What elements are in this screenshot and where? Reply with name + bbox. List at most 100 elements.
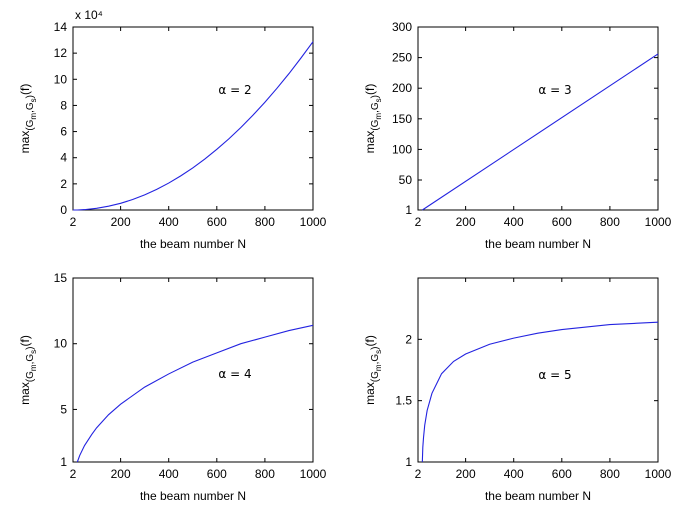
y-tick-label: 1.5 <box>395 394 412 408</box>
series-line <box>76 324 314 463</box>
y-tick-label: 250 <box>392 51 412 65</box>
x-tick-label: 200 <box>456 215 476 229</box>
y-tick-label: 10 <box>54 72 68 86</box>
y-axis-label-part: ) <box>370 95 381 98</box>
y-axis-label: max(Gm,Gs)(f) <box>363 84 383 154</box>
y-tick-label: 50 <box>399 173 413 187</box>
x-tick-label: 2 <box>70 215 77 229</box>
y-tick-label: 150 <box>392 112 412 126</box>
x-axis-label: the beam number N <box>485 489 591 503</box>
x-tick-label: 200 <box>111 467 131 481</box>
y-tick-label: 5 <box>60 402 67 416</box>
x-tick-label: 800 <box>255 215 275 229</box>
y-tick-label: 8 <box>60 98 67 112</box>
y-tick-label: 14 <box>54 20 68 34</box>
y-axis-label-part: (f) <box>18 335 32 346</box>
x-axis-label: the beam number N <box>140 489 246 503</box>
y-axis-label-part: max <box>18 131 32 154</box>
series-line <box>73 41 314 211</box>
plot-frame <box>417 26 659 211</box>
x-tick-label: 600 <box>207 467 227 481</box>
y-axis-label-part: max <box>18 382 32 405</box>
y-tick-label: 100 <box>392 142 412 156</box>
y-axis-label-part: max <box>363 131 377 154</box>
x-tick-label: 400 <box>159 215 179 229</box>
y-axis-label-part: (f) <box>363 335 377 346</box>
x-tick-label: 200 <box>456 467 476 481</box>
y-tick-label: 2 <box>60 177 67 191</box>
x-tick-label: 800 <box>600 215 620 229</box>
y-axis-label-part: (f) <box>18 84 32 95</box>
y-tick-label: 2 <box>405 332 412 346</box>
y-axis-label-part: ,G <box>25 354 36 365</box>
y-axis-label-part: ) <box>25 346 36 349</box>
y-axis-label-part: m <box>29 113 38 120</box>
y-axis-label-part: (G <box>25 119 36 130</box>
series-line <box>421 321 659 463</box>
y-axis-label-part: ) <box>25 95 36 98</box>
y-axis-label-part: m <box>374 364 383 371</box>
y-axis-label-part: (G <box>370 371 381 382</box>
x-tick-label: 1000 <box>645 215 672 229</box>
y-axis-label-part: m <box>29 364 38 371</box>
y-tick-label: 0 <box>60 203 67 217</box>
y-axis-label-part: s <box>29 98 38 102</box>
y-tick-label: 300 <box>392 20 412 34</box>
x-tick-label: 2 <box>415 467 422 481</box>
y-axis-label-part: ,G <box>370 102 381 113</box>
alpha-annotation: α = 5 <box>538 368 571 382</box>
y-tick-label: 4 <box>60 151 67 165</box>
y-tick-label: 1 <box>60 455 67 469</box>
x-tick-label: 600 <box>207 215 227 229</box>
x-tick-label: 800 <box>600 467 620 481</box>
y-tick-label: 200 <box>392 81 412 95</box>
y-axis-label-part: (G <box>370 119 381 130</box>
y-axis-label-part: s <box>29 350 38 354</box>
y-tick-label: 12 <box>54 46 68 60</box>
alpha-annotation: α = 3 <box>538 83 571 97</box>
y-axis-label-part: s <box>374 350 383 354</box>
y-axis-label: max(Gm,Gs)(f) <box>18 335 38 405</box>
x-tick-label: 600 <box>552 467 572 481</box>
y-tick-label: 10 <box>54 337 68 351</box>
x-tick-label: 2 <box>415 215 422 229</box>
y-axis-label-part: m <box>374 113 383 120</box>
x-tick-label: 200 <box>111 215 131 229</box>
plot-frame <box>417 277 659 463</box>
y-axis-label-part: ,G <box>370 354 381 365</box>
y-axis-label: max(Gm,Gs)(f) <box>18 84 38 154</box>
y-axis-label-part: ) <box>370 346 381 349</box>
y-axis-label-part: ,G <box>25 102 36 113</box>
x-axis-label: the beam number N <box>485 237 591 251</box>
x-tick-label: 600 <box>552 215 572 229</box>
x-tick-label: 1000 <box>645 467 672 481</box>
y-tick-label: 1 <box>405 203 412 217</box>
y-axis-label-part: (f) <box>363 84 377 95</box>
alpha-annotation: α = 2 <box>218 83 251 97</box>
y-axis-label-part: s <box>374 98 383 102</box>
x-tick-label: 400 <box>504 467 524 481</box>
y-exponent-label: x 10⁴ <box>75 8 103 22</box>
x-tick-label: 1000 <box>300 467 327 481</box>
x-tick-label: 400 <box>504 215 524 229</box>
y-axis-label-part: max <box>363 382 377 405</box>
y-tick-label: 1 <box>405 455 412 469</box>
alpha-annotation: α = 4 <box>218 367 251 381</box>
y-axis-label-part: (G <box>25 371 36 382</box>
x-tick-label: 2 <box>70 467 77 481</box>
plot-frame <box>72 26 314 211</box>
plot-frame <box>72 277 314 463</box>
y-axis-label: max(Gm,Gs)(f) <box>363 335 383 405</box>
y-tick-label: 6 <box>60 125 67 139</box>
x-tick-label: 1000 <box>300 215 327 229</box>
series-line <box>422 53 659 211</box>
y-tick-label: 15 <box>54 271 68 285</box>
x-tick-label: 400 <box>159 467 179 481</box>
x-axis-label: the beam number N <box>140 237 246 251</box>
chart-panel-4: 2 200 400 600 800 1000 1 1.5 2 the beam number N m… <box>363 277 672 503</box>
x-tick-label: 800 <box>255 467 275 481</box>
